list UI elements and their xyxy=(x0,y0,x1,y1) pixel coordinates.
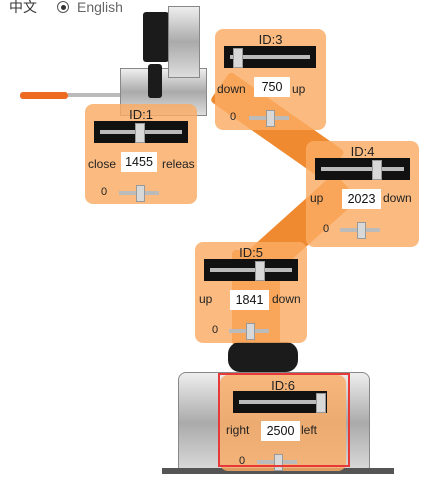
position-value-field[interactable]: 2500 xyxy=(261,421,300,441)
speed-slider-thumb[interactable] xyxy=(246,323,255,340)
position-value-field[interactable]: 750 xyxy=(254,77,290,97)
joint-panel-id6: ID:6 right 2500 left 0 xyxy=(220,375,346,471)
language-radio-english[interactable] xyxy=(57,1,69,13)
wrist-servo xyxy=(148,64,162,98)
shoulder-servo xyxy=(228,342,298,372)
speed-slider[interactable] xyxy=(257,454,297,471)
joint-panel-id4: ID:4 up 2023 down 0 xyxy=(306,141,419,247)
slider-track xyxy=(210,268,292,272)
slider-thumb[interactable] xyxy=(372,160,382,180)
joint-id-label: ID:4 xyxy=(350,144,375,159)
language-chinese-option[interactable]: 中文 xyxy=(9,0,37,15)
speed-slider[interactable] xyxy=(229,323,269,340)
speed-value: 0 xyxy=(230,111,237,123)
direction-label-left: up xyxy=(310,191,324,205)
direction-label-left: close xyxy=(88,157,117,171)
joint-id-label: ID:1 xyxy=(129,107,153,122)
direction-label-right: left xyxy=(301,423,318,437)
selected-joint-highlight xyxy=(218,373,350,467)
position-slider[interactable] xyxy=(315,158,410,180)
gripper-servo xyxy=(143,12,169,62)
speed-slider[interactable] xyxy=(119,185,159,202)
gripper-jaw xyxy=(20,92,68,99)
slider-thumb[interactable] xyxy=(135,123,145,143)
speed-value: 0 xyxy=(239,455,246,467)
speed-slider[interactable] xyxy=(340,222,380,239)
slider-track xyxy=(321,167,404,171)
slider-thumb[interactable] xyxy=(316,393,326,413)
speed-slider-thumb[interactable] xyxy=(136,185,145,202)
joint-panel-id3: ID:3 down 750 up 0 xyxy=(215,29,326,130)
top-bracket xyxy=(168,6,200,78)
gripper-rod xyxy=(68,93,128,97)
position-slider[interactable] xyxy=(224,46,316,68)
position-slider[interactable] xyxy=(233,391,327,413)
position-slider[interactable] xyxy=(94,121,188,143)
language-english-option[interactable]: English xyxy=(77,0,123,15)
joint-id-label: ID:6 xyxy=(271,378,295,393)
slider-thumb[interactable] xyxy=(255,261,265,281)
joint-id-label: ID:5 xyxy=(239,245,263,260)
direction-label-right: releas xyxy=(162,157,195,171)
direction-label-left: up xyxy=(199,292,213,306)
radio-selected-dot xyxy=(60,4,66,10)
position-slider[interactable] xyxy=(204,259,298,281)
position-value-field[interactable]: 1455 xyxy=(121,152,157,172)
slider-thumb[interactable] xyxy=(233,48,243,68)
direction-label-right: down xyxy=(383,191,412,205)
joint-id-label: ID:3 xyxy=(258,32,283,47)
base-foot xyxy=(162,468,394,474)
direction-label-left: right xyxy=(226,423,250,437)
language-selector: 中文 English xyxy=(9,0,123,17)
direction-label-left: down xyxy=(217,82,246,96)
speed-slider-thumb[interactable] xyxy=(357,222,366,239)
joint-panel-id5: ID:5 up 1841 down 0 xyxy=(195,242,307,343)
direction-label-right: down xyxy=(272,292,301,306)
speed-slider-thumb[interactable] xyxy=(266,110,275,127)
position-value-field[interactable]: 1841 xyxy=(230,290,269,310)
direction-label-right: up xyxy=(292,82,306,96)
speed-value: 0 xyxy=(101,186,108,198)
joint-panel-id1: ID:1 close 1455 releas 0 xyxy=(85,104,197,204)
speed-value: 0 xyxy=(212,324,219,336)
slider-track xyxy=(239,400,321,404)
speed-slider-thumb[interactable] xyxy=(274,454,283,471)
slider-track xyxy=(230,55,310,59)
speed-value: 0 xyxy=(323,223,330,235)
position-value-field[interactable]: 2023 xyxy=(342,189,381,209)
speed-slider[interactable] xyxy=(249,110,289,127)
